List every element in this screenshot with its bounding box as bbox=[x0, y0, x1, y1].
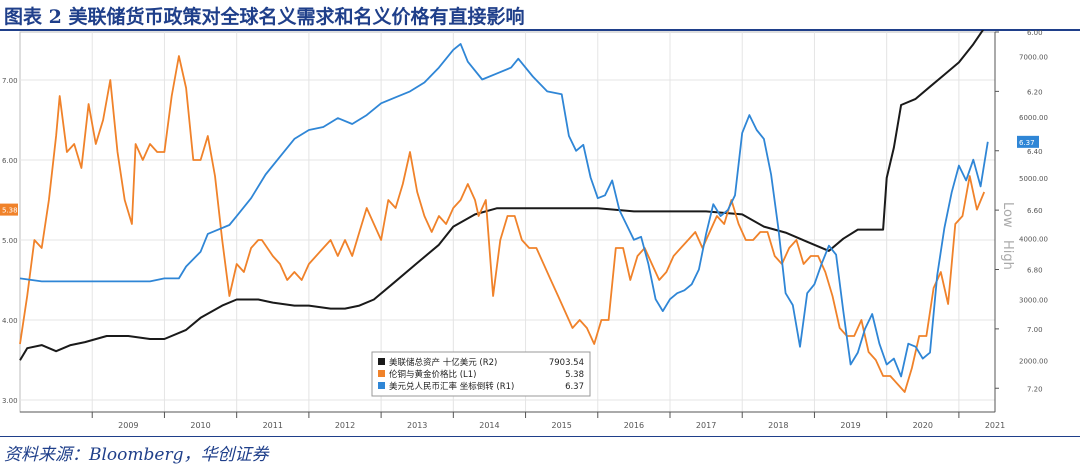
side-label-high: High bbox=[1000, 240, 1015, 270]
title-rule bbox=[0, 29, 1080, 31]
legend-label: 伦铜与黄金价格比 (L1) bbox=[389, 369, 476, 380]
legend-value: 7903.54 bbox=[549, 358, 584, 368]
r1-tick-label: 6.80 bbox=[1027, 267, 1043, 275]
r1-tick-label: 6.20 bbox=[1027, 88, 1043, 96]
legend-swatch bbox=[378, 370, 385, 377]
source-rule bbox=[0, 436, 1080, 437]
x-tick-label: 2011 bbox=[263, 421, 283, 430]
legend-swatch bbox=[378, 382, 385, 389]
legend-swatch bbox=[378, 358, 385, 365]
axes: 2009 2010 2011 2012 2013 2014 2015 2016 2017 2018… bbox=[2, 30, 1048, 430]
side-label-low: Low bbox=[1000, 202, 1015, 228]
r2-tick-label: 3000.00 bbox=[1019, 297, 1048, 305]
r1-tick-label: 7.20 bbox=[1027, 385, 1043, 393]
x-tick-label: 2013 bbox=[407, 421, 427, 430]
legend-value: 5.38 bbox=[565, 370, 584, 380]
r2-tick-label: 6000.00 bbox=[1019, 114, 1048, 122]
legend-label: 美元兑人民币汇率 坐标倒转 (R1) bbox=[389, 381, 514, 392]
r1-end-tag-box bbox=[1017, 135, 1039, 148]
legend-value: 6.37 bbox=[565, 382, 584, 392]
r1-tick-label: 6.60 bbox=[1027, 207, 1043, 215]
r2-tick-label: 7000.00 bbox=[1019, 53, 1048, 61]
usdcny-inverted-line bbox=[19, 43, 989, 378]
fed-assets-line bbox=[19, 30, 985, 361]
chart: 2009 2010 2011 2012 2013 2014 2015 2016 2017 2018… bbox=[0, 30, 1048, 430]
x-tick-label: 2016 bbox=[624, 421, 644, 430]
x-tick-label: 2014 bbox=[479, 421, 499, 430]
r2-tick-label: 2000.00 bbox=[1019, 357, 1048, 365]
r1-tick-label: 7.00 bbox=[1027, 326, 1043, 334]
x-tick-label: 2010 bbox=[190, 421, 210, 430]
legend-box bbox=[371, 351, 591, 397]
r2-tick-label: 4000.00 bbox=[1019, 236, 1048, 244]
left-tick-label: 5.00 bbox=[2, 237, 18, 245]
x-tick-label: 2012 bbox=[335, 421, 355, 430]
legend: 美联储总资产 十亿美元 (R2) 7903.54 伦铜与黄金价格比 (L1) 5.38… bbox=[371, 351, 591, 397]
r1-tick-label: 6.00 bbox=[1027, 30, 1043, 37]
plot-frame bbox=[19, 31, 996, 413]
left-tick-label: 4.00 bbox=[2, 317, 18, 325]
x-tick-label: 2017 bbox=[696, 421, 716, 430]
left-end-tag-text: 5.38 bbox=[2, 207, 18, 215]
r2-tick-label: 5000.00 bbox=[1019, 175, 1048, 183]
legend-label: 美联储总资产 十亿美元 (R2) bbox=[389, 357, 497, 368]
left-tick-label: 3.00 bbox=[2, 397, 18, 405]
figure-source: 资料来源：Bloomberg，华创证券 bbox=[4, 445, 269, 465]
r1-end-tag-text: 6.37 bbox=[1019, 139, 1035, 147]
x-tick-label: 2020 bbox=[913, 421, 933, 430]
end-tags: 5.386.377903.54 bbox=[0, 135, 1039, 216]
left-end-tag-box bbox=[0, 203, 18, 216]
x-tick-label: 2019 bbox=[840, 421, 860, 430]
x-tick-label: 2009 bbox=[118, 421, 138, 430]
x-tick-label: 2018 bbox=[768, 421, 788, 430]
left-tick-label: 7.00 bbox=[2, 77, 18, 85]
left-tick-label: 6.00 bbox=[2, 157, 18, 165]
x-tick-label: 2015 bbox=[551, 421, 571, 430]
gridlines bbox=[20, 32, 995, 412]
r1-tick-label: 6.40 bbox=[1027, 148, 1043, 156]
series-lines bbox=[19, 30, 989, 393]
x-tick-label: 2021 bbox=[985, 421, 1005, 430]
figure-title: 图表 2 美联储货币政策对全球名义需求和名义价格有直接影响 bbox=[4, 6, 525, 28]
